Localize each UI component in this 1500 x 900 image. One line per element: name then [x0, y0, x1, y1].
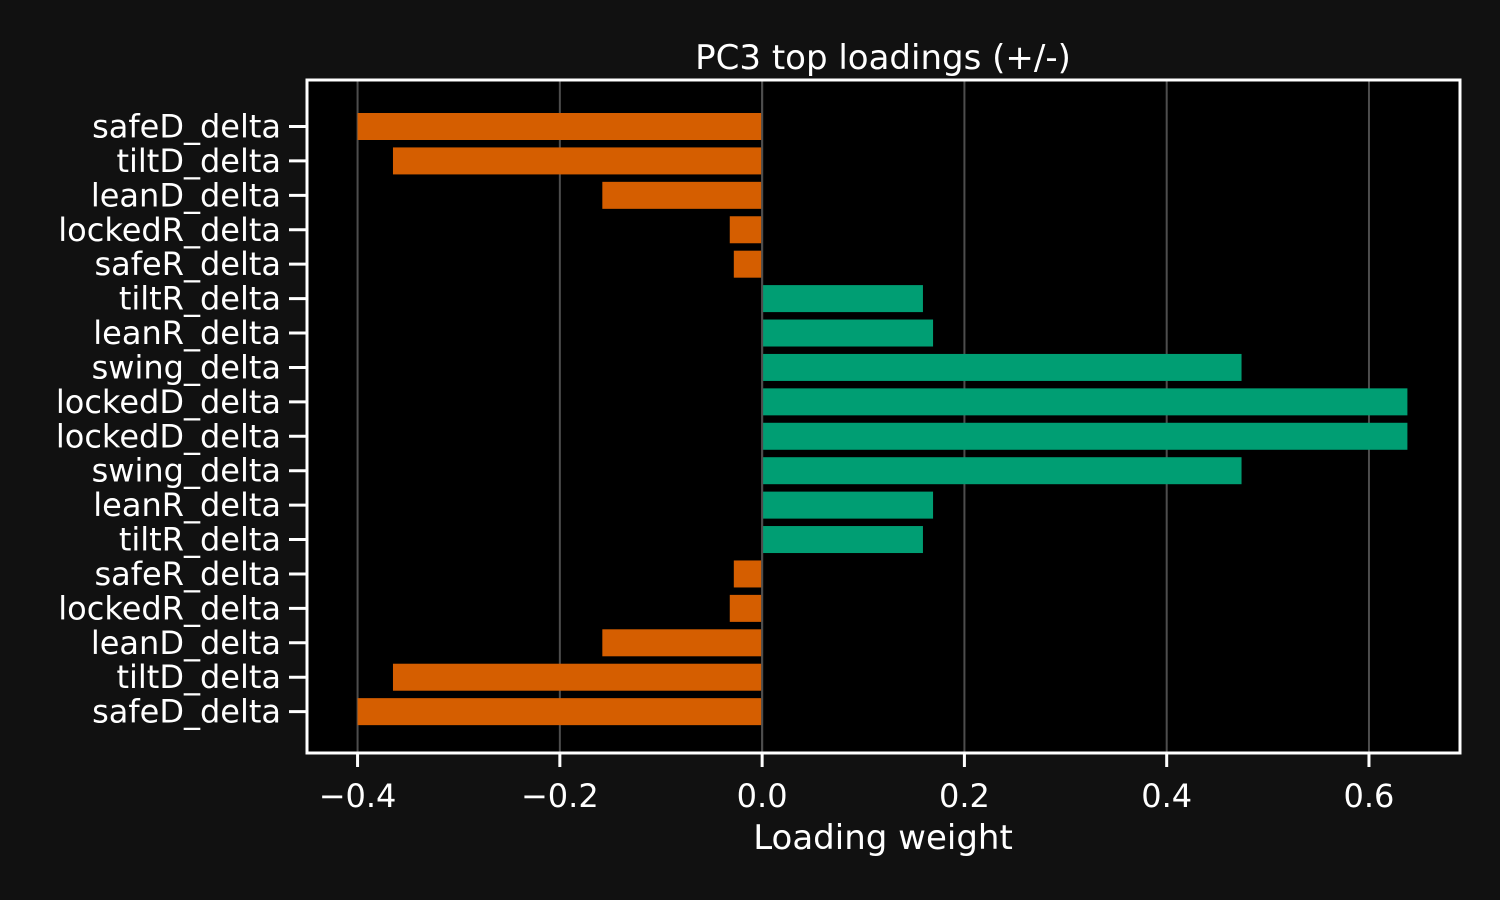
bar: [762, 491, 934, 519]
bar: [762, 319, 934, 347]
x-tick-label: −0.4: [319, 777, 397, 815]
y-tick-label: swing_delta: [92, 452, 281, 490]
y-tick-label: leanD_delta: [91, 624, 281, 662]
bar: [733, 250, 763, 278]
x-tick-label: −0.2: [521, 777, 599, 815]
y-tick-label: safeD_delta: [92, 693, 281, 731]
x-axis-label: Loading weight: [753, 818, 1013, 858]
bar: [762, 526, 923, 554]
y-tick-label: lockedR_delta: [58, 211, 281, 249]
bar: [729, 216, 763, 244]
x-tick-label: 0.2: [939, 777, 990, 815]
x-tick-label: 0.4: [1141, 777, 1192, 815]
bar: [762, 353, 1242, 381]
bar: [357, 113, 763, 140]
bar: [602, 181, 763, 209]
bar: [392, 147, 763, 175]
bar: [762, 285, 923, 313]
bar: [392, 663, 763, 691]
bar: [729, 594, 763, 622]
x-axis-ticks: −0.4 −0.2 0.0 0.2 0.4 0.6: [319, 753, 1395, 815]
y-tick-label: tiltR_delta: [119, 521, 281, 559]
chart-title: PC3 top loadings (+/-): [695, 38, 1071, 78]
y-tick-label: safeR_delta: [94, 555, 281, 593]
y-tick-label: safeR_delta: [94, 245, 281, 283]
bars: [357, 80, 1408, 753]
y-tick-label: leanR_delta: [93, 486, 281, 524]
bar: [762, 422, 1408, 450]
bar: [357, 698, 763, 726]
y-axis-ticks: safeD_deltatiltD_deltaleanD_deltalockedR…: [56, 108, 307, 731]
y-tick-label: tiltD_delta: [116, 658, 281, 696]
bar: [733, 560, 763, 588]
y-tick-label: lockedD_delta: [56, 383, 281, 421]
bar: [602, 629, 763, 657]
y-tick-label: safeD_delta: [92, 108, 281, 146]
y-tick-label: lockedD_delta: [56, 417, 281, 455]
y-tick-label: leanD_delta: [91, 176, 281, 214]
x-tick-label: 0.0: [737, 777, 788, 815]
y-tick-label: swing_delta: [92, 348, 281, 386]
bar: [762, 457, 1242, 485]
x-tick-label: 0.6: [1344, 777, 1395, 815]
plot-area: [307, 80, 1460, 753]
y-tick-label: tiltD_delta: [116, 142, 281, 180]
y-tick-label: lockedR_delta: [58, 589, 281, 627]
plot-frame: [305, 78, 1462, 755]
y-tick-label: leanR_delta: [93, 314, 281, 352]
y-tick-label: tiltR_delta: [119, 280, 281, 318]
bar: [762, 388, 1408, 416]
